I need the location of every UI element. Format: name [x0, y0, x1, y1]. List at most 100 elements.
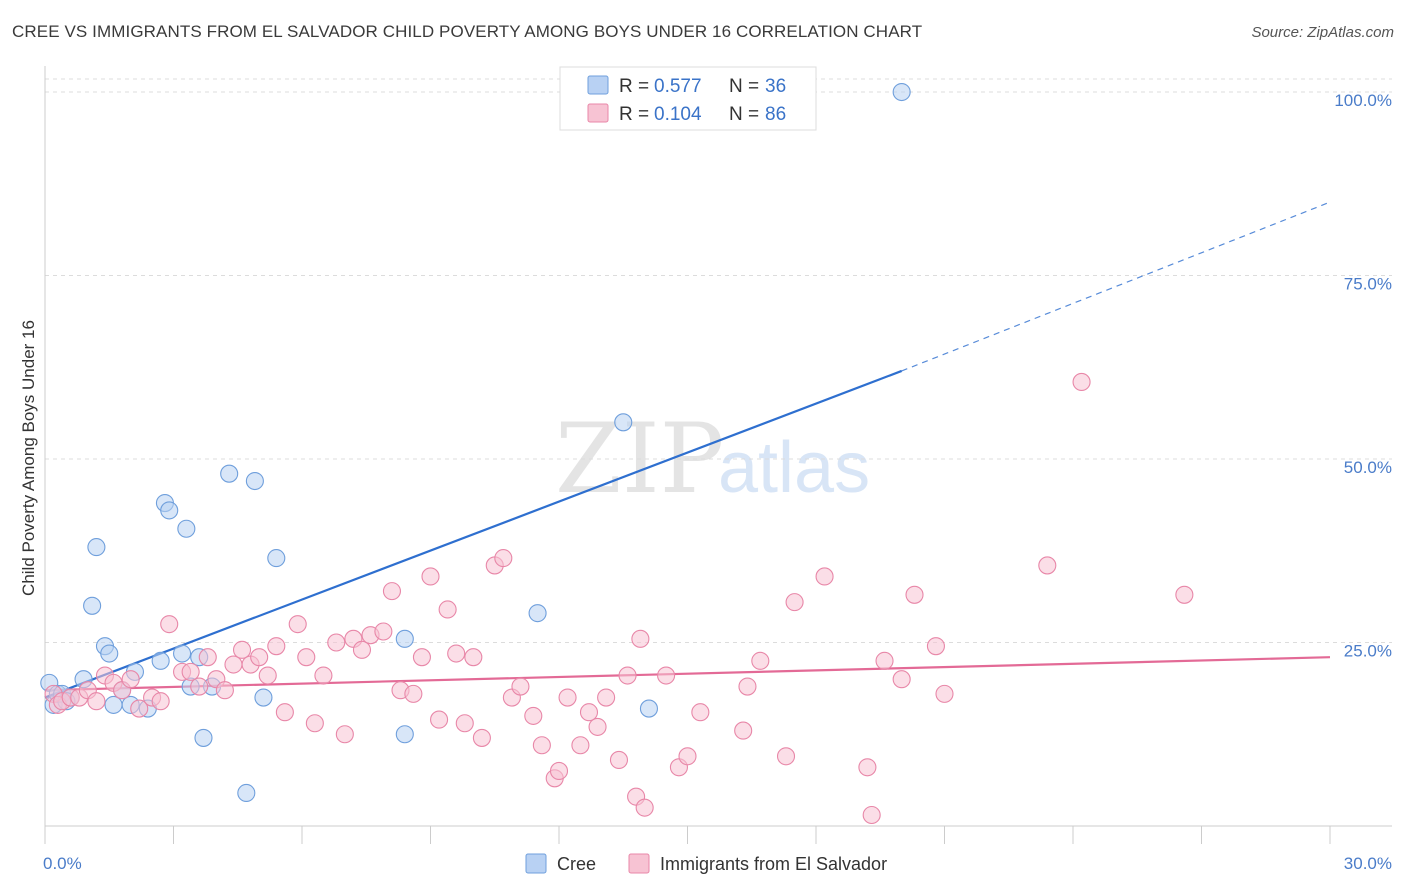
x-tick-label: 0.0% [43, 854, 82, 873]
salvador-point [430, 710, 449, 729]
salvador-point [734, 721, 753, 740]
salvador-point [404, 684, 423, 703]
salvador-point [160, 615, 179, 634]
salvador-point [657, 666, 676, 685]
salvador-point [618, 666, 637, 685]
cree-point [892, 82, 911, 102]
cree-point [104, 695, 123, 714]
salvador-point [447, 644, 466, 663]
salvador-point [579, 703, 599, 722]
salvador-point [1072, 372, 1091, 391]
cree-point [237, 783, 256, 803]
y-tick-label: 50.0% [1344, 458, 1392, 477]
salvador-point [571, 736, 590, 755]
salvador-point [412, 648, 431, 667]
salvador-point [905, 585, 924, 604]
chart-source: Source: ZipAtlas.com [1251, 24, 1394, 41]
salvador-point [785, 593, 804, 612]
data-points [40, 82, 1194, 825]
salvador-point [87, 692, 106, 711]
bottom-legend: Cree Immigrants from El Salvador [525, 853, 887, 874]
salvador-point [635, 798, 654, 817]
cree-point [395, 725, 414, 744]
legend-r-value-cree: 0.577 [654, 76, 702, 97]
salvador-point [438, 600, 457, 619]
cree-point [160, 501, 179, 520]
salvador-point [892, 670, 911, 689]
salvador-point [875, 651, 894, 670]
salvador-point [609, 750, 629, 769]
salvador-point [464, 648, 483, 667]
legend-r-label-2: R = [619, 104, 649, 125]
salvador-point [314, 666, 333, 685]
salvador-point [151, 692, 170, 711]
axes [44, 66, 1392, 844]
chart-title: CREE VS IMMIGRANTS FROM EL SALVADOR CHIL… [12, 22, 923, 41]
salvador-point [327, 633, 346, 652]
trend-line-salvador [44, 656, 1331, 692]
bottom-legend-swatch-cree [525, 853, 547, 874]
legend-n-value-salvador: 86 [765, 104, 786, 125]
gridlines [45, 78, 1392, 644]
salvador-point [288, 615, 307, 634]
salvador-point [738, 677, 757, 696]
salvador-point [181, 662, 200, 681]
salvador-point [858, 758, 877, 777]
salvador-point [382, 582, 402, 601]
trend-lines [44, 201, 1331, 699]
legend-r-value-salvador: 0.104 [654, 104, 702, 125]
bottom-legend-swatch-salvador [628, 853, 650, 874]
cree-point [83, 596, 102, 615]
legend-swatch-salvador [587, 103, 609, 123]
salvador-point [198, 648, 217, 667]
legend-r-label: R = [619, 76, 649, 97]
salvador-point [751, 651, 770, 670]
salvador-point [588, 717, 607, 736]
cree-point [151, 651, 170, 670]
salvador-point [190, 677, 209, 696]
salvador-point [258, 666, 277, 685]
salvador-point [1175, 585, 1194, 604]
salvador-point [121, 670, 140, 689]
salvador-point [267, 637, 286, 656]
salvador-point [494, 549, 513, 568]
salvador-point [926, 637, 945, 656]
tick-labels: 25.0% 50.0% 75.0% 100.0% 0.0% 30.0% [43, 91, 1392, 873]
salvador-point [275, 703, 294, 722]
cree-point [194, 728, 213, 747]
salvador-point [472, 728, 491, 747]
salvador-point [374, 622, 393, 641]
cree-point [395, 629, 414, 648]
trend-line-extension-cree [901, 201, 1331, 372]
salvador-point [532, 736, 551, 755]
salvador-point [524, 706, 543, 725]
legend: R = 0.577 N = 36 R = 0.104 N = 86 [559, 66, 817, 131]
salvador-point [455, 714, 474, 733]
salvador-point [421, 567, 440, 586]
cree-point [177, 519, 196, 538]
trend-line-cree [44, 369, 903, 699]
salvador-point [862, 805, 881, 825]
salvador-point [130, 699, 149, 718]
salvador-point [305, 714, 324, 733]
y-tick-label: 100.0% [1334, 91, 1392, 110]
salvador-point [935, 684, 954, 703]
salvador-point [597, 688, 616, 707]
y-tick-label: 75.0% [1344, 275, 1392, 294]
legend-n-label: N = [729, 76, 759, 97]
salvador-point [691, 703, 710, 722]
legend-n-label-2: N = [729, 104, 759, 125]
salvador-point [549, 761, 569, 781]
bottom-legend-salvador: Immigrants from El Salvador [660, 854, 887, 874]
cree-point [100, 644, 119, 663]
cree-point [220, 464, 239, 483]
watermark-atlas: atlas [718, 428, 870, 508]
salvador-point [558, 688, 577, 707]
cree-point [87, 538, 106, 557]
legend-n-value-cree: 36 [765, 76, 786, 97]
legend-swatch-cree [587, 75, 609, 95]
salvador-point [1038, 556, 1057, 575]
cree-point [254, 688, 273, 707]
salvador-point [232, 640, 252, 659]
